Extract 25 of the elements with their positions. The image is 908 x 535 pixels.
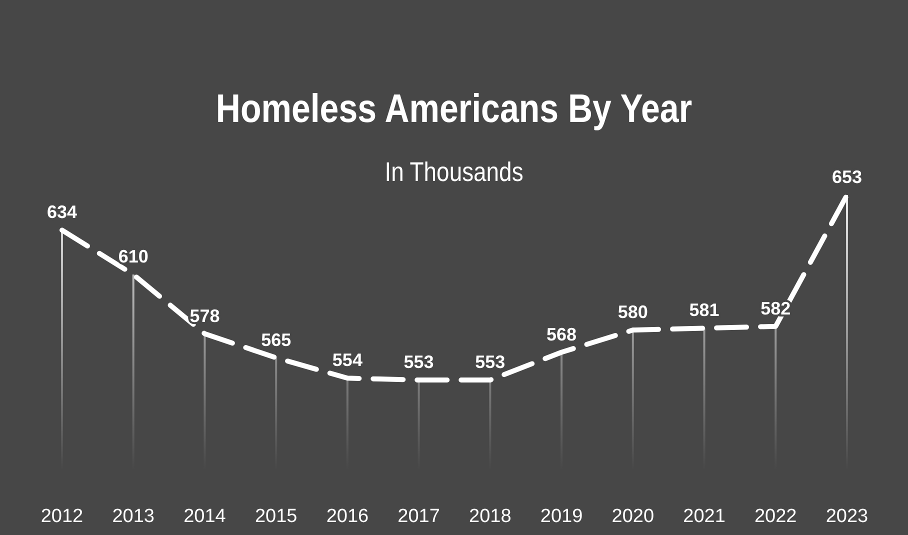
data-label: 610 bbox=[118, 246, 148, 267]
x-tick-label: 2022 bbox=[754, 506, 797, 527]
x-tick-label: 2020 bbox=[612, 506, 654, 527]
x-tick-label: 2017 bbox=[398, 506, 440, 527]
x-tick-label: 2018 bbox=[469, 506, 512, 527]
chart-title: Homeless Americans By Year bbox=[216, 85, 692, 131]
data-label: 580 bbox=[618, 302, 648, 322]
x-tick-label: 2023 bbox=[826, 506, 868, 527]
data-label: 581 bbox=[689, 300, 720, 320]
data-label: 565 bbox=[261, 330, 292, 350]
x-tick-label: 2015 bbox=[254, 506, 298, 527]
x-tick-label: 2013 bbox=[112, 506, 155, 527]
data-label: 553 bbox=[475, 352, 506, 372]
x-tick-label: 2012 bbox=[40, 506, 84, 527]
x-tick-label: 2016 bbox=[326, 506, 369, 527]
x-tick-label: 2021 bbox=[683, 506, 726, 527]
data-label: 553 bbox=[404, 352, 434, 372]
x-tick-label: 2019 bbox=[540, 506, 583, 527]
x-tick-label: 2014 bbox=[184, 506, 226, 527]
data-label: 568 bbox=[546, 324, 577, 344]
chart-subtitle: In Thousands bbox=[384, 157, 524, 188]
data-label: 653 bbox=[832, 167, 862, 187]
data-label: 554 bbox=[332, 350, 362, 370]
data-label: 634 bbox=[46, 202, 78, 222]
data-label: 578 bbox=[190, 306, 220, 326]
